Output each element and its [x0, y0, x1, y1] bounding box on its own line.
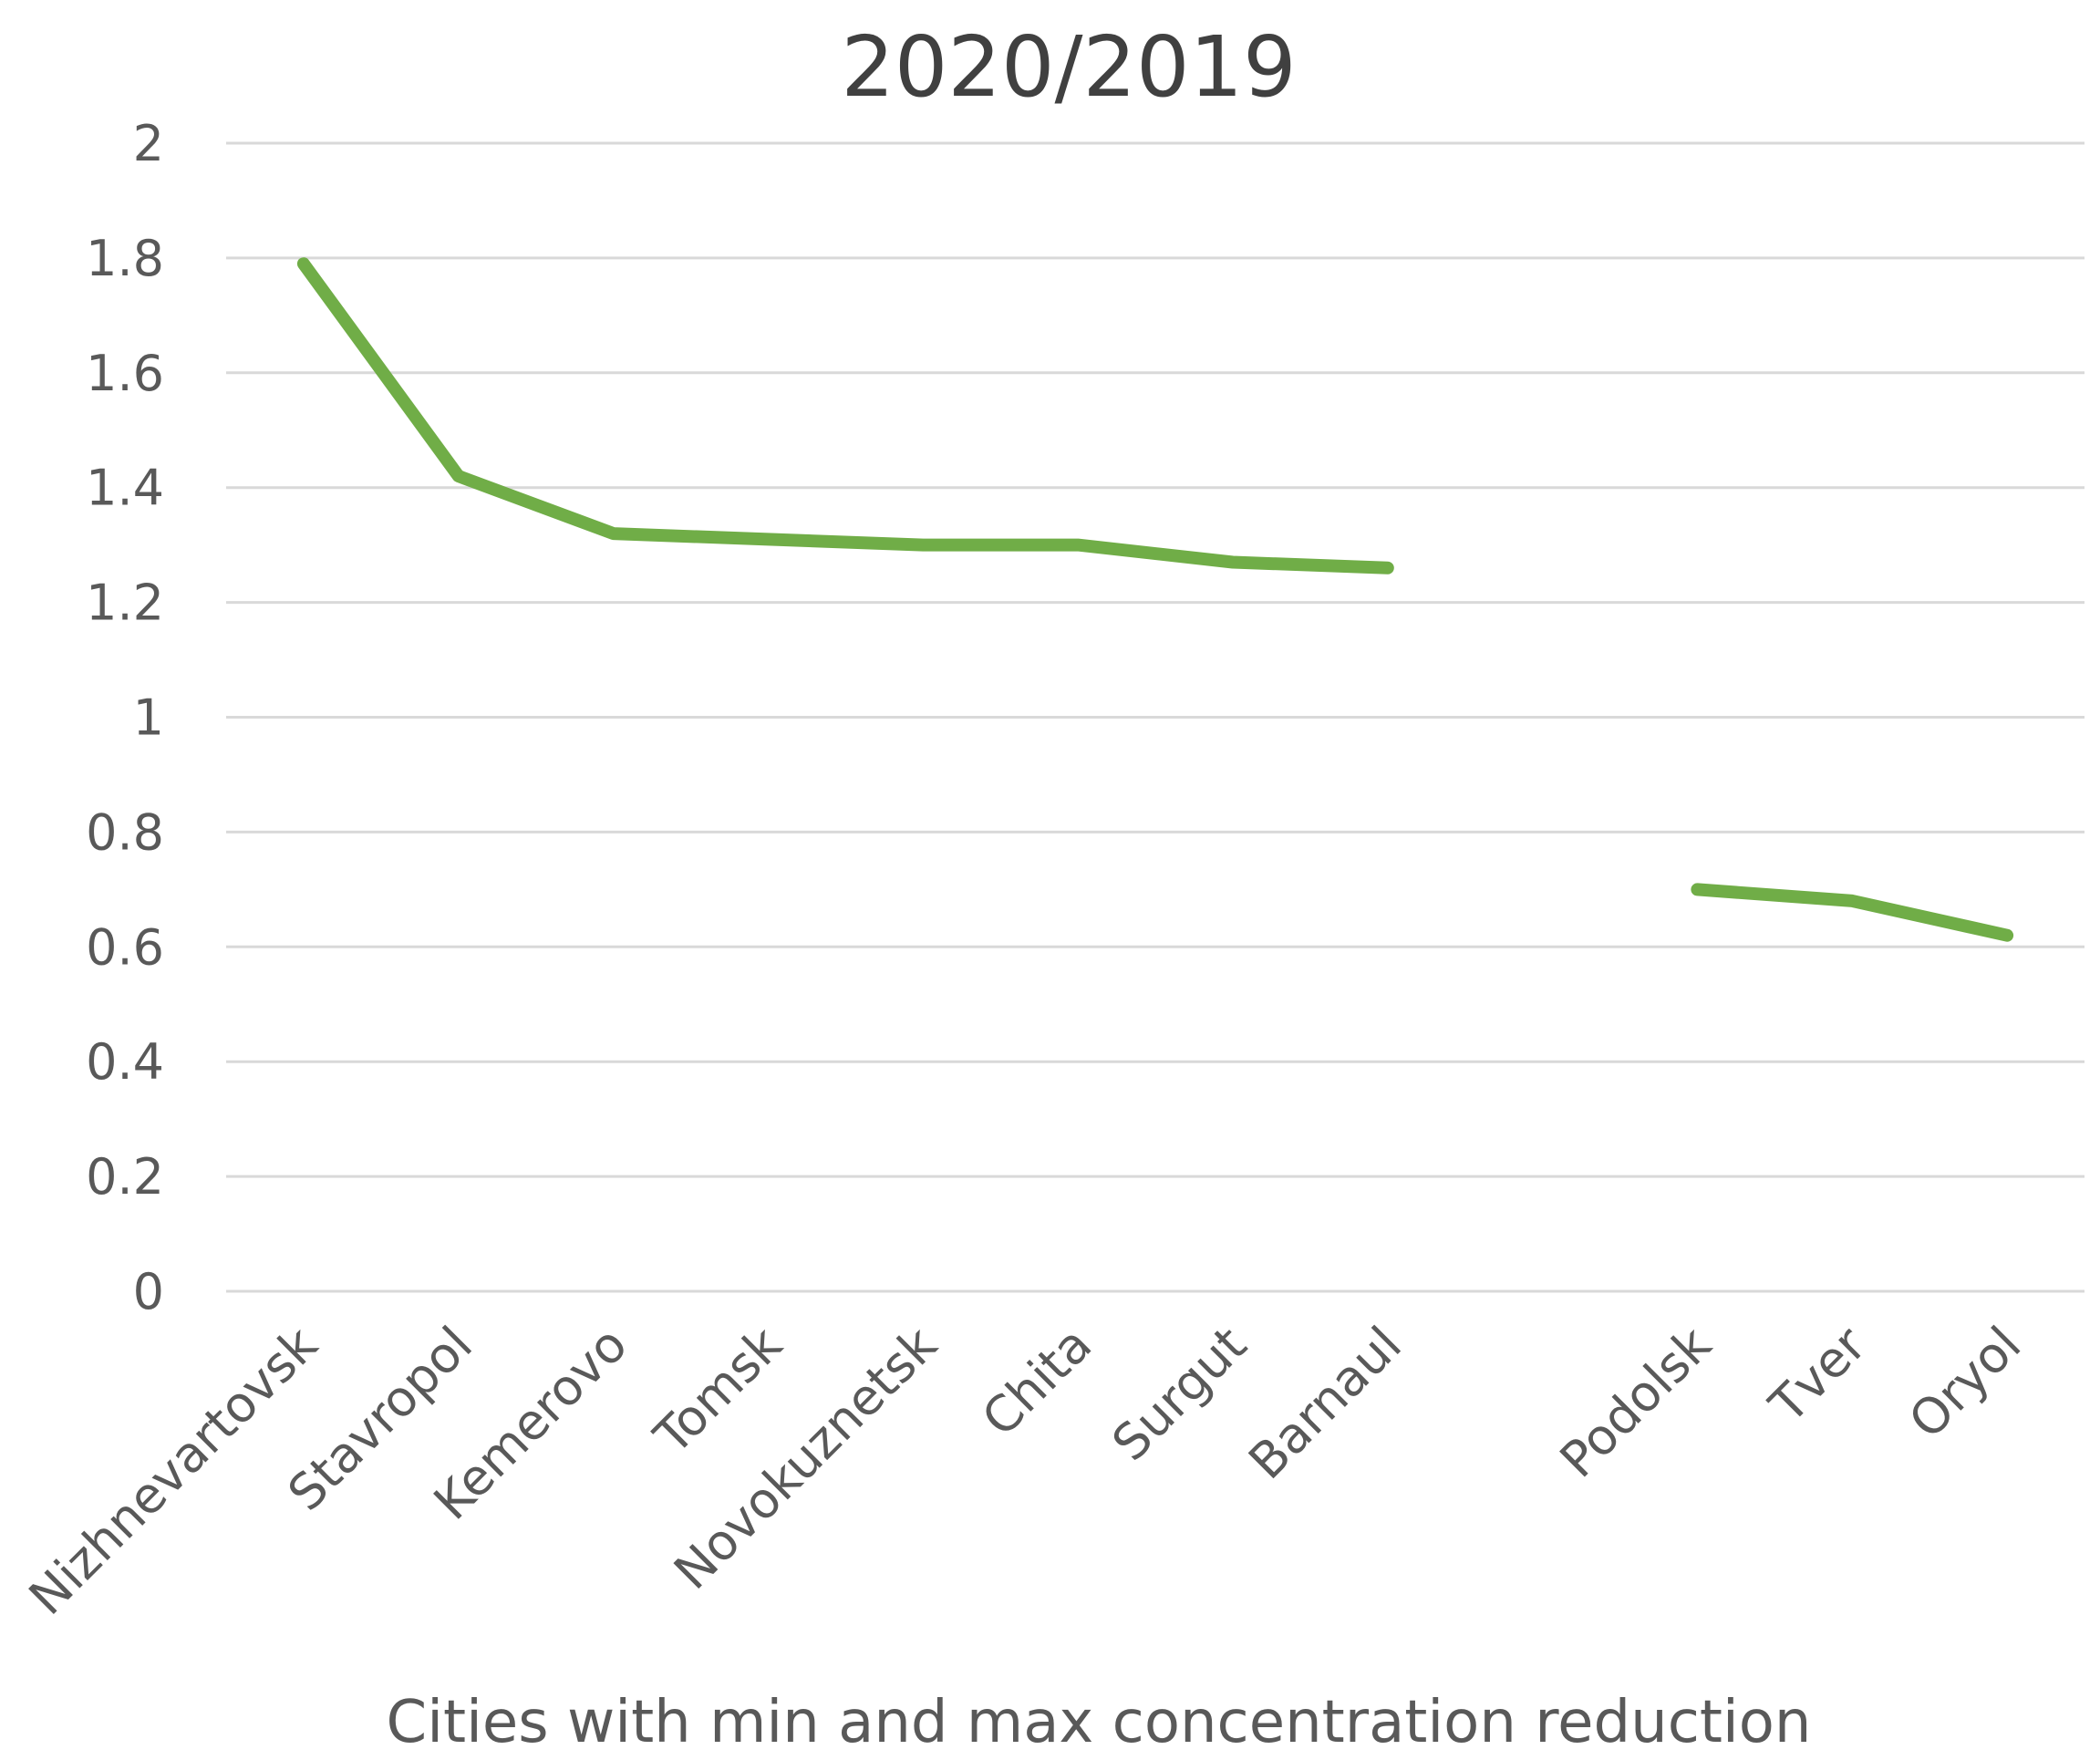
y-tick-label: 1.6 [86, 345, 164, 402]
y-tick-label: 0.6 [86, 918, 164, 976]
y-tick-label: 0.8 [86, 803, 164, 861]
y-tick-label: 1.4 [86, 460, 164, 517]
data-series [296, 257, 2014, 942]
y-tick-label: 0 [133, 1263, 164, 1320]
data-point-oryol [2001, 929, 2013, 942]
data-point-novokuznetsk [916, 539, 929, 552]
data-point-kemerovo [607, 527, 620, 540]
series-line-segment-1 [296, 257, 1394, 575]
y-tick-label: 1 [133, 689, 164, 747]
data-point-barnaul [1381, 562, 1394, 575]
y-tick-label: 1.8 [86, 230, 164, 287]
y-tick-label: 0.4 [86, 1033, 164, 1091]
y-tick-label: 2 [133, 115, 164, 172]
series-line-segment-2 [1691, 883, 2014, 942]
y-axis-tick-labels: 0 0.2 0.4 0.6 0.8 1 1.2 1.4 1.6 1.8 2 [86, 115, 164, 1320]
data-point-surgut [1226, 556, 1239, 569]
gridlines [226, 141, 2084, 1293]
data-point-nizhnevartovsk [297, 257, 310, 270]
y-tick-label: 1.2 [86, 575, 164, 632]
data-point-tver [1846, 895, 1858, 907]
data-point-tomsk [761, 533, 774, 545]
x-axis-title: Cities with min and max concentration re… [387, 1689, 1812, 1756]
data-point-stavropol [452, 470, 465, 482]
data-point-podolsk [1691, 883, 1703, 896]
y-tick-label: 0.2 [86, 1148, 164, 1206]
chart-title: 2020/2019 [841, 18, 1296, 116]
data-point-chita [1071, 539, 1084, 552]
